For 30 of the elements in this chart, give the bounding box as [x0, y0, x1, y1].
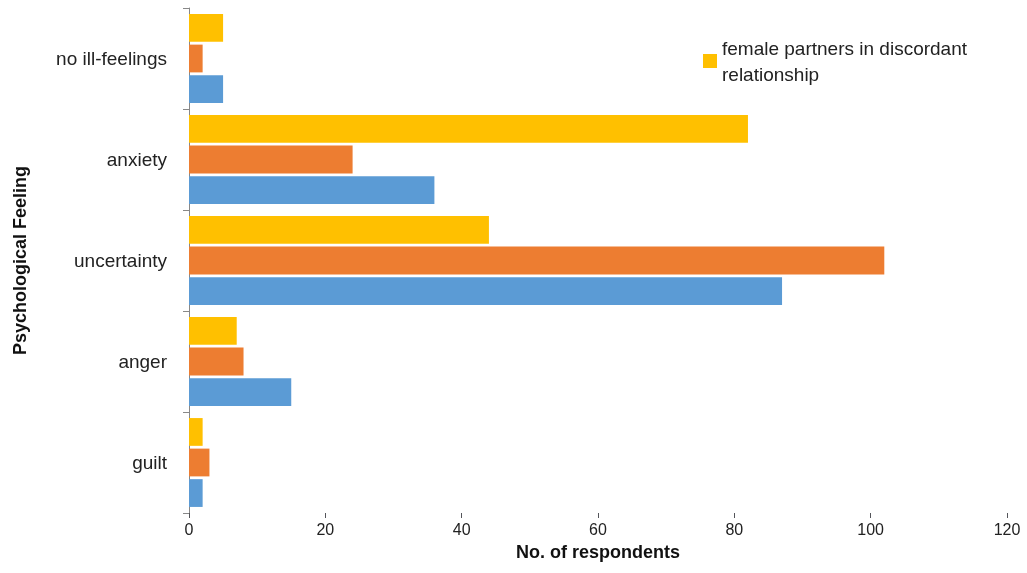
- x-tick-label: 120: [993, 520, 1021, 538]
- x-tick-label: 20: [316, 520, 335, 538]
- bar: [189, 448, 210, 477]
- bar: [189, 479, 203, 507]
- bar: [189, 145, 353, 174]
- y-tick-label: anxiety: [106, 149, 168, 170]
- bar: [189, 75, 224, 103]
- bar: [189, 347, 244, 376]
- x-axis-title: No. of respondents: [515, 542, 681, 562]
- y-tick-label: no ill-feelings: [56, 48, 167, 69]
- bar: [189, 115, 748, 143]
- bar: [189, 216, 489, 244]
- y-tick-label: anger: [118, 351, 168, 372]
- bar: [189, 378, 292, 406]
- x-tick-label: 40: [452, 520, 471, 538]
- bar: [189, 44, 203, 73]
- y-tick-label: guilt: [132, 452, 168, 473]
- y-axis-title: Psychological Feeling: [10, 165, 30, 356]
- bar: [189, 14, 224, 42]
- bar: [189, 418, 203, 446]
- x-tick-label: 80: [725, 520, 744, 538]
- bar: [189, 176, 435, 204]
- x-tick-label: 100: [857, 520, 885, 538]
- bar: [189, 317, 237, 345]
- bar: [189, 277, 783, 305]
- x-tick-label: 60: [589, 520, 607, 538]
- y-tick-label: uncertainty: [74, 250, 168, 271]
- x-tick-label: 0: [184, 520, 194, 538]
- legend-label: female partners in discordant relationship: [722, 37, 973, 85]
- bar: [189, 246, 885, 275]
